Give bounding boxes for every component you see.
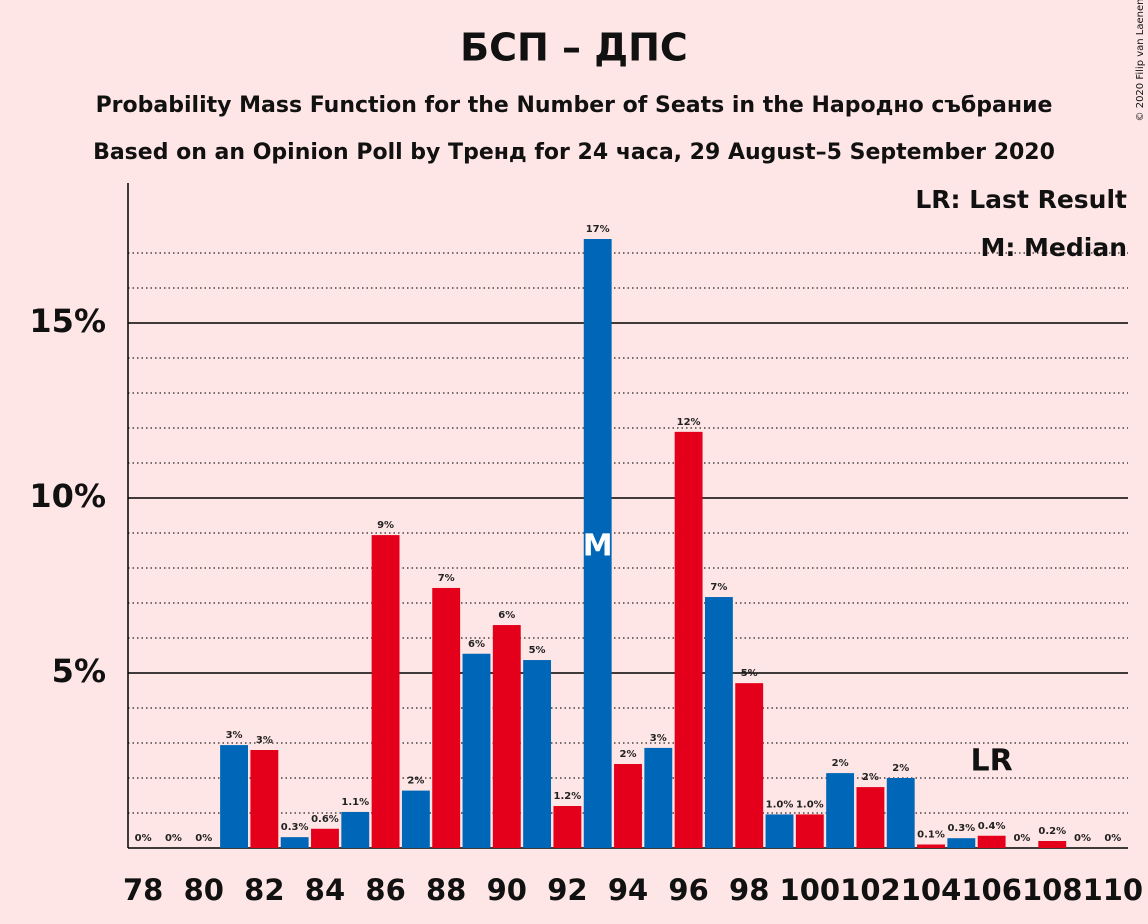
value-label: 0%: [135, 833, 152, 844]
value-label: 0.6%: [311, 814, 339, 825]
x-tick-label: 104: [901, 873, 962, 907]
bar: [371, 535, 400, 848]
value-label: 3%: [256, 735, 273, 746]
value-label: 6%: [498, 610, 515, 621]
bar: [644, 747, 673, 848]
x-tick-label: 88: [426, 873, 466, 907]
x-tick-label: 108: [1022, 873, 1083, 907]
value-label: 0.3%: [281, 822, 309, 833]
value-label: 6%: [468, 639, 485, 650]
value-label: 2%: [892, 763, 909, 774]
y-tick-label: 5%: [52, 652, 106, 690]
x-tick-label: 96: [668, 873, 708, 907]
value-label: 3%: [226, 730, 243, 741]
bar: [432, 587, 461, 848]
bar: [614, 764, 642, 848]
x-tick-label: 86: [365, 873, 405, 907]
value-label: 5%: [741, 668, 758, 679]
bar: [462, 653, 491, 848]
value-label: 2%: [832, 758, 849, 769]
value-label: 0.3%: [947, 823, 975, 834]
value-label: 0.2%: [1038, 826, 1066, 837]
bar: [523, 660, 552, 848]
value-label: 9%: [377, 520, 394, 531]
x-tick-label: 100: [780, 873, 841, 907]
x-tick-label: 84: [305, 873, 345, 907]
x-tick-label: 94: [608, 873, 648, 907]
bar: [401, 790, 430, 848]
legend-entry: M: Median: [980, 233, 1127, 262]
value-label: 1.0%: [796, 799, 824, 810]
bar: [795, 814, 824, 848]
x-tick-label: 78: [123, 873, 163, 907]
value-label: 2%: [620, 749, 637, 760]
bar: [765, 814, 794, 848]
bar: [311, 828, 339, 848]
value-label: 2%: [862, 772, 879, 783]
y-tick-label: 15%: [29, 302, 106, 340]
value-label: 0.4%: [978, 821, 1006, 832]
bar: [1038, 841, 1067, 848]
x-tick-label: 106: [961, 873, 1022, 907]
chart-subtitle: Based on an Opinion Poll by Тренд for 24…: [93, 140, 1055, 165]
value-label: 1.1%: [341, 797, 369, 808]
x-tick-label: 110: [1083, 873, 1144, 907]
x-tick-label: 92: [547, 873, 587, 907]
value-label: 7%: [438, 573, 455, 584]
bar: [492, 625, 521, 848]
bar: [674, 431, 703, 848]
bar: [583, 239, 612, 848]
x-tick-label: 102: [840, 873, 901, 907]
value-label: 1.2%: [554, 791, 582, 802]
x-tick-label: 82: [244, 873, 284, 907]
value-label: 12%: [677, 417, 701, 428]
copyright: © 2020 Filip van Laenen: [1135, 0, 1146, 121]
value-label: 7%: [710, 582, 727, 593]
chart-subtitle: Probability Mass Function for the Number…: [96, 93, 1053, 118]
value-label: 0.1%: [917, 830, 945, 841]
bar: [220, 745, 248, 848]
bar: [826, 773, 855, 848]
median-marker: M: [583, 529, 613, 564]
x-tick-label: 80: [184, 873, 224, 907]
bar: [280, 837, 309, 848]
legend-entry: LR: Last Result: [915, 185, 1127, 214]
bar: [553, 806, 582, 848]
value-label: 2%: [407, 776, 424, 787]
value-label: 1.0%: [766, 799, 794, 810]
bar: [917, 844, 945, 848]
value-label: 5%: [529, 645, 546, 656]
bar: [704, 597, 733, 848]
chart-title: БСП – ДПС: [460, 26, 688, 70]
bar: [947, 838, 976, 848]
value-label: 17%: [586, 224, 610, 235]
x-tick-label: 90: [487, 873, 527, 907]
x-tick-label: 98: [729, 873, 769, 907]
value-label: 0%: [1104, 833, 1121, 844]
bar: [341, 811, 370, 848]
bar: [886, 778, 915, 848]
value-label: 0%: [165, 833, 182, 844]
bar: [250, 750, 279, 848]
bar: [856, 787, 885, 848]
last-result-marker: LR: [971, 744, 1013, 779]
bar: [735, 683, 764, 848]
value-label: 0%: [1074, 833, 1091, 844]
value-label: 0%: [195, 833, 212, 844]
y-tick-label: 10%: [29, 477, 106, 515]
value-label: 3%: [650, 733, 667, 744]
bar: [977, 835, 1006, 848]
value-label: 0%: [1013, 833, 1030, 844]
